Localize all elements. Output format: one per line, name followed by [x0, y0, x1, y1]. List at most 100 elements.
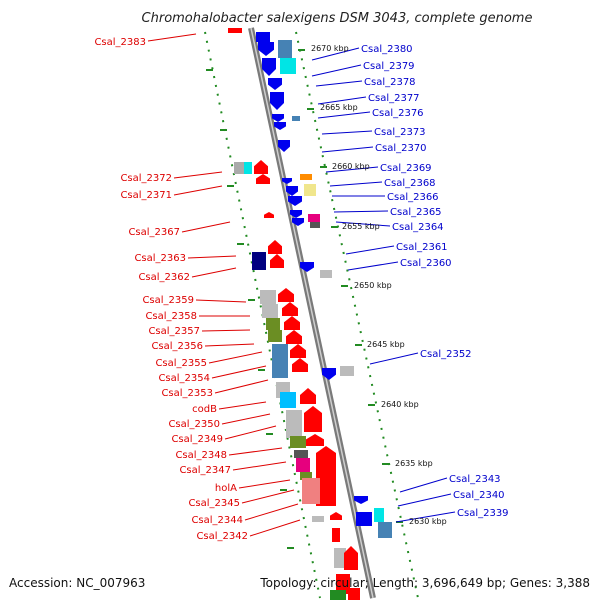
gene-arrow	[268, 78, 282, 90]
gene-label[interactable]: Csal_2345	[188, 498, 240, 509]
label-leader	[204, 343, 255, 347]
gene-box	[332, 528, 340, 542]
gene-box	[252, 252, 266, 270]
gene-label[interactable]: Csal_2372	[120, 173, 172, 184]
gene-box	[310, 222, 320, 228]
label-leader	[345, 245, 395, 255]
label-leader	[311, 64, 362, 77]
gene-arrow	[282, 178, 292, 184]
gene-arrow	[300, 388, 316, 404]
kbp-label: 2650 kbp	[354, 281, 392, 290]
summary-text: Topology: circular; Length: 3,696,649 bp…	[259, 576, 590, 590]
label-leader	[191, 267, 237, 278]
gene-label[interactable]: Csal_2367	[128, 227, 180, 238]
gene-arrow	[284, 316, 300, 330]
gene-box	[300, 174, 312, 180]
gene-label[interactable]: Csal_2361	[396, 242, 448, 253]
gene-label[interactable]: Csal_2349	[171, 434, 223, 445]
gene-label[interactable]: Csal_2347	[179, 465, 231, 476]
gene-label[interactable]: Csal_2342	[196, 531, 248, 542]
gene-box	[374, 508, 384, 522]
gene-box	[260, 290, 276, 304]
label-leader	[315, 80, 363, 87]
gene-label[interactable]: Csal_2377	[368, 93, 420, 104]
gene-arrow	[270, 92, 284, 110]
gene-label[interactable]: Csal_2348	[175, 450, 227, 461]
major-ticks	[206, 49, 403, 549]
kbp-label: 2655 kbp	[342, 222, 380, 231]
gene-label[interactable]: Csal_2343	[449, 474, 501, 485]
gene-label[interactable]: Csal_2378	[364, 77, 416, 88]
gene-label[interactable]: Csal_2356	[151, 341, 203, 352]
gene-label[interactable]: Csal_2344	[191, 515, 243, 526]
label-leader	[244, 503, 299, 521]
gene-label[interactable]: Csal_2383	[94, 37, 146, 48]
gene-label[interactable]: Csal_2364	[392, 222, 444, 233]
gene-arrow	[286, 330, 302, 344]
gene-box	[256, 32, 270, 42]
gene-label[interactable]: Csal_2352	[420, 349, 472, 360]
label-leader	[214, 379, 269, 394]
gene-label[interactable]: Csal_2355	[155, 358, 207, 369]
gene-label[interactable]: Csal_2353	[161, 388, 213, 399]
gene-arrow	[254, 160, 268, 174]
label-leader	[195, 299, 247, 303]
gene-box	[304, 184, 316, 196]
gene-arrow	[292, 358, 308, 372]
gene-label[interactable]: Csal_2379	[363, 61, 415, 72]
label-leader	[325, 166, 379, 173]
gene-box	[336, 574, 350, 594]
label-leader	[335, 221, 391, 227]
gene-label[interactable]: Csal_2340	[453, 490, 505, 501]
label-leader	[311, 47, 360, 61]
gene-box	[334, 548, 346, 568]
gene-label[interactable]: Csal_2362	[138, 272, 190, 283]
gene-label[interactable]: Csal_2358	[145, 311, 197, 322]
map-title: Chromohalobacter salexigens DSM 3043, co…	[142, 11, 533, 26]
kbp-label: 2645 kbp	[367, 340, 405, 349]
gene-label[interactable]: Csal_2365	[390, 207, 442, 218]
gene-arrow	[290, 210, 302, 218]
label-leader	[224, 425, 277, 440]
label-leader	[317, 111, 371, 119]
kbp-label: 2660 kbp	[332, 162, 370, 171]
gene-label[interactable]: Csal_2354	[158, 373, 210, 384]
gene-box	[320, 270, 332, 278]
gene-label[interactable]: Csal_2339	[457, 508, 509, 519]
gene-arrow	[316, 446, 336, 506]
label-leader	[232, 461, 287, 471]
gene-label[interactable]: Csal_2357	[148, 326, 200, 337]
gene-arrow	[256, 174, 270, 184]
gene-label[interactable]: Csal_2370	[375, 143, 427, 154]
gene-label[interactable]: Csal_2368	[384, 178, 436, 189]
gene-arrow	[274, 122, 286, 130]
gene-label[interactable]: codB	[192, 404, 217, 415]
gene-label[interactable]: holA	[215, 483, 237, 494]
label-leader	[187, 255, 237, 259]
gene-label[interactable]: Csal_2380	[361, 44, 413, 55]
gene-box	[272, 344, 288, 378]
label-leader	[321, 130, 373, 135]
label-leader	[173, 185, 223, 196]
gene-box	[286, 410, 302, 438]
label-leader	[329, 181, 383, 187]
gene-label[interactable]: Csal_2371	[120, 190, 172, 201]
gene-box	[330, 590, 346, 600]
gene-label[interactable]: Csal_2373	[374, 127, 426, 138]
gene-label[interactable]: Csal_2360	[400, 258, 452, 269]
gene-label[interactable]: Csal_2363	[134, 253, 186, 264]
gene-arrow	[278, 140, 290, 152]
gene-label[interactable]: Csal_2376	[372, 108, 424, 119]
gene-box	[280, 392, 296, 408]
gene-label[interactable]: Csal_2369	[380, 163, 432, 174]
gene-label[interactable]: Csal_2359	[142, 295, 194, 306]
gene-arrow	[306, 434, 324, 446]
gene-box	[312, 516, 324, 522]
gene-label[interactable]: Csal_2350	[168, 419, 220, 430]
gene-box	[308, 214, 320, 222]
gene-box	[228, 28, 242, 33]
kbp-label: 2665 kbp	[320, 103, 358, 112]
gene-label[interactable]: Csal_2366	[387, 192, 439, 203]
gene-arrow	[272, 114, 284, 122]
